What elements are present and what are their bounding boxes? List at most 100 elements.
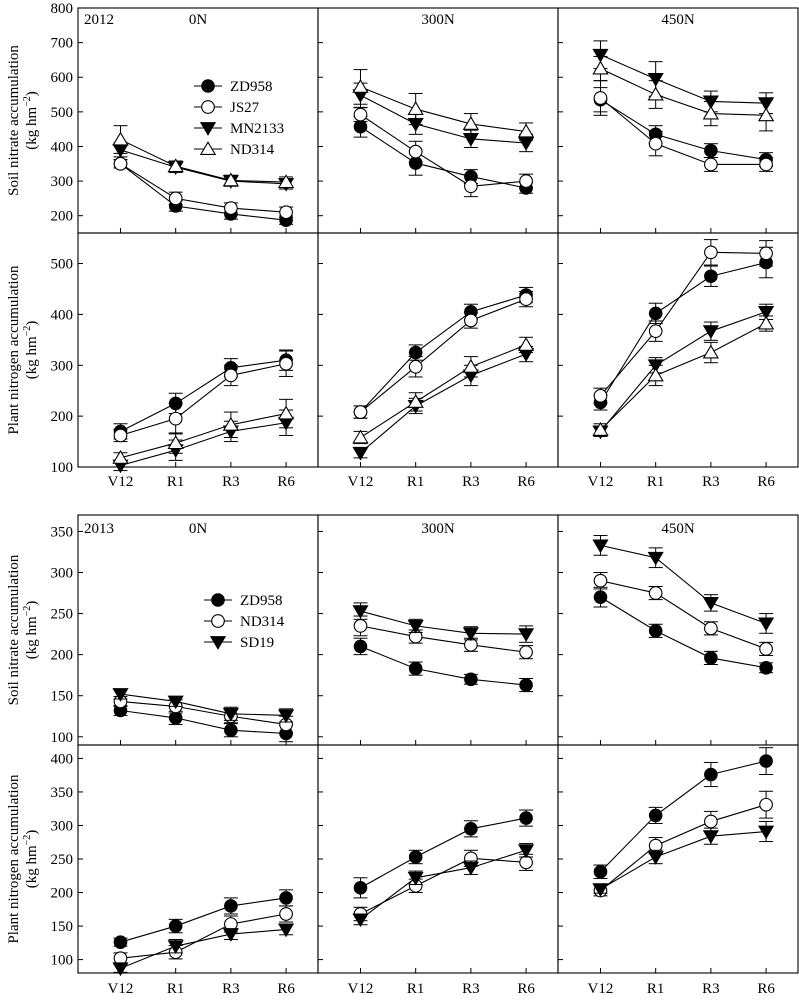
data-point — [593, 573, 608, 588]
legend-entry: MN2133 — [194, 121, 284, 137]
series-line — [360, 625, 527, 653]
series-line — [600, 97, 767, 166]
y-tick-label: 300 — [51, 174, 74, 190]
series-ND314 — [113, 905, 294, 966]
series-JS27 — [353, 291, 534, 419]
series-line — [120, 422, 287, 467]
data-point — [519, 645, 533, 660]
y-tick-label: 600 — [51, 70, 74, 86]
panel-2013-plant-0N: 100 150 200 250 300 350 400 V12 R1 R3 R6 — [51, 744, 319, 997]
data-point — [464, 313, 478, 328]
legend-marker — [199, 141, 217, 155]
data-point — [277, 405, 295, 420]
series-line — [360, 86, 527, 133]
data-point — [167, 158, 184, 173]
data-point — [702, 596, 719, 611]
column-label: 0N — [189, 12, 208, 28]
data-point — [704, 157, 718, 172]
series-ZD958 — [113, 703, 294, 743]
data-point — [758, 617, 775, 632]
data-point — [647, 73, 664, 87]
data-point — [112, 131, 129, 146]
data-point — [517, 336, 535, 351]
data-point — [278, 923, 295, 938]
unit-superscript: −2 — [22, 835, 33, 846]
x-tick-label: R6 — [517, 981, 535, 997]
panel-2012-plant-0N: 100 200 300 400 500 V12 R1 R3 R6 — [51, 232, 319, 490]
series-MN2133 — [592, 40, 775, 115]
data-point — [702, 830, 719, 845]
series-JS27 — [593, 80, 774, 172]
x-tick-label: V12 — [588, 981, 614, 997]
data-point — [704, 143, 718, 158]
unit-end: ) — [24, 601, 40, 606]
data-point — [113, 156, 128, 171]
series-line — [600, 68, 767, 116]
x-tick-label: R6 — [757, 474, 775, 490]
series-ND314 — [353, 615, 534, 660]
data-point — [759, 660, 773, 675]
x-tick-label: R3 — [222, 981, 240, 997]
legend-label: SD19 — [240, 635, 274, 651]
y-tick-label: 100 — [51, 730, 74, 746]
data-point — [592, 539, 609, 554]
legend-marker — [211, 614, 225, 628]
series-SD19 — [352, 843, 535, 928]
data-point — [592, 60, 609, 75]
y-axis-label-line1: Plant nitrogen accumulation — [6, 265, 22, 435]
data-point — [278, 709, 295, 724]
data-point — [519, 811, 533, 825]
data-point — [168, 711, 183, 725]
data-point — [353, 119, 368, 134]
legend-entry: SD19 — [204, 635, 274, 651]
data-point — [759, 797, 773, 812]
y-tick-label: 350 — [51, 524, 74, 540]
unit-base: (kg hm — [24, 107, 40, 150]
column-label: 300N — [421, 12, 455, 28]
series-ND314 — [352, 69, 535, 141]
y-tick-label: 200 — [51, 886, 74, 902]
y-tick-label: 200 — [51, 409, 74, 425]
legend-entry: ZD958 — [204, 593, 283, 609]
data-point — [464, 822, 478, 836]
unit-superscript: −2 — [22, 96, 33, 107]
series-line — [120, 139, 287, 183]
series-ND314 — [593, 790, 774, 898]
x-tick-label: R3 — [222, 474, 240, 490]
data-point — [408, 661, 423, 676]
series-ZD958 — [353, 809, 534, 899]
panel-frame — [557, 744, 799, 974]
y-tick-label: 350 — [51, 785, 74, 801]
data-point — [702, 344, 720, 359]
series-ZD958 — [593, 747, 774, 879]
x-tick-label: R3 — [462, 981, 480, 997]
data-point — [648, 808, 663, 823]
y-tick-label: 100 — [51, 460, 74, 476]
data-point — [222, 707, 239, 722]
data-point — [224, 899, 238, 913]
series-line — [600, 261, 767, 403]
data-point — [704, 814, 718, 829]
data-point — [462, 627, 479, 642]
y-tick-label: 500 — [51, 257, 74, 273]
data-point — [407, 619, 424, 634]
data-point — [704, 245, 718, 260]
data-point — [518, 844, 535, 859]
series-ND314 — [353, 849, 534, 922]
y-tick-label: 150 — [51, 919, 74, 935]
series-SD19 — [592, 820, 775, 898]
x-tick-label: V12 — [108, 981, 134, 997]
x-tick-label: V12 — [348, 474, 374, 490]
series-line — [360, 126, 527, 189]
data-point — [647, 851, 664, 865]
series-SD19 — [112, 688, 295, 724]
legend-entry: ND314 — [194, 141, 275, 158]
series-MN2133 — [352, 345, 535, 461]
legend-label: ND314 — [230, 142, 275, 158]
panel-2013-soil-450N: 450N — [557, 514, 799, 746]
y-axis-label-line1: Soil nitrate accumulation — [6, 554, 22, 705]
data-point — [648, 624, 663, 638]
series-line — [600, 830, 767, 890]
series-ND314 — [593, 572, 774, 656]
data-point — [279, 891, 293, 905]
